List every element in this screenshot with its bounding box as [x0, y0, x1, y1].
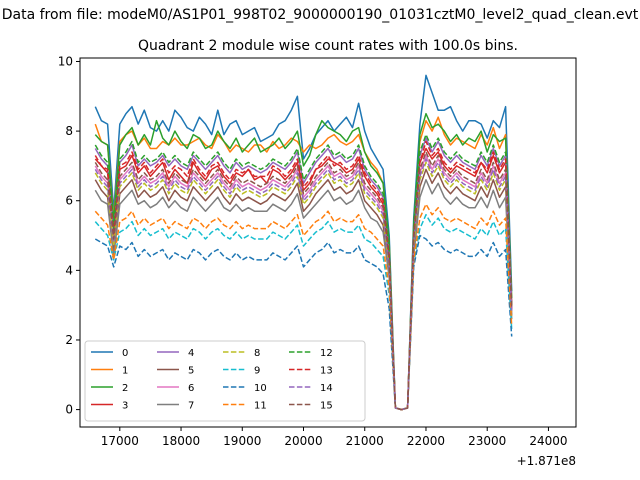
series-line-11 [94, 203, 513, 411]
series-line-12 [94, 133, 513, 411]
x-offset-label: +1.871e8 [517, 454, 576, 468]
legend-label: 10 [254, 383, 267, 394]
series-line-7 [94, 179, 513, 411]
legend-label: 7 [188, 401, 194, 412]
y-tick-label: 0 [65, 403, 73, 417]
series-line-13 [94, 140, 513, 411]
legend-label: 1 [122, 366, 128, 377]
legend-label: 6 [188, 383, 194, 394]
axes-frame [79, 57, 577, 428]
legend-label: 0 [122, 348, 128, 359]
legend-label: 9 [254, 366, 260, 377]
x-tick-label: 22000 [407, 434, 445, 448]
legend-box [84, 340, 366, 422]
series-line-0 [94, 74, 513, 411]
y-tick-label: 8 [65, 124, 73, 138]
x-tick-label: 17000 [101, 434, 139, 448]
x-tick-label: 23000 [468, 434, 506, 448]
y-tick-label: 6 [65, 194, 73, 208]
legend-label: 2 [122, 383, 128, 394]
y-tick-label: 10 [58, 54, 73, 68]
series-line-10 [94, 234, 513, 411]
legend-label: 12 [320, 348, 333, 359]
plot-area [94, 74, 513, 411]
x-tick-label: 18000 [162, 434, 200, 448]
series-line-14 [94, 158, 513, 411]
series-line-4 [94, 137, 513, 411]
y-tick-label: 4 [65, 263, 73, 277]
series-line-5 [94, 168, 513, 411]
y-axis: 0 2 4 6 8 10 [58, 54, 80, 417]
x-tick-label: 21000 [346, 434, 384, 448]
legend-label: 8 [254, 348, 260, 359]
series-line-15 [94, 151, 513, 411]
legend-label: 5 [188, 366, 194, 377]
legend-label: 3 [122, 401, 128, 412]
x-tick-label: 24000 [529, 434, 567, 448]
series-line-2 [94, 112, 513, 411]
series-group [94, 74, 513, 411]
legend-label: 4 [188, 348, 194, 359]
chart-title: Quadrant 2 module wise count rates with … [138, 38, 518, 54]
legend-label: 15 [320, 401, 333, 412]
x-tick-label: 20000 [284, 434, 322, 448]
figure-suptitle: Data from file: modeM0/AS1P01_998T02_900… [2, 7, 639, 23]
series-line-6 [94, 154, 513, 411]
legend-label: 11 [254, 401, 267, 412]
legend-label: 13 [320, 366, 333, 377]
series-line-9 [94, 213, 513, 411]
legend-label: 14 [320, 383, 333, 394]
y-tick-label: 2 [65, 333, 73, 347]
x-tick-label: 19000 [223, 434, 261, 448]
x-axis: 17000 18000 19000 20000 21000 22000 23000 24000 [101, 427, 568, 448]
series-line-8 [94, 161, 513, 411]
